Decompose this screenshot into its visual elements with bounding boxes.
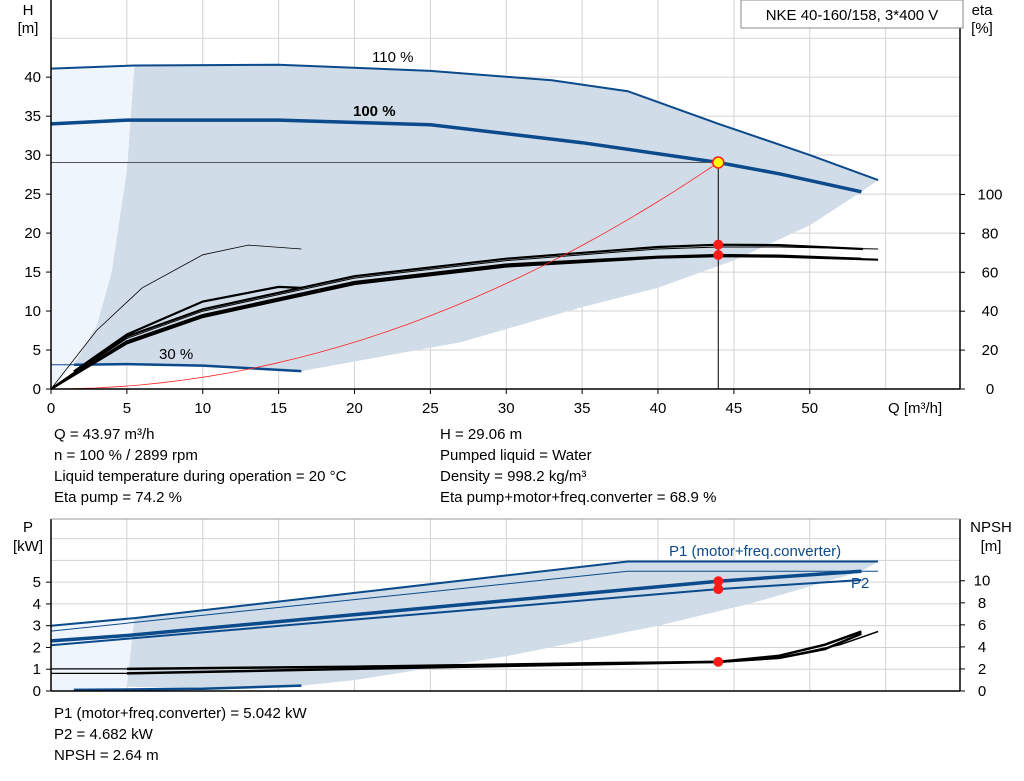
operating-region [126, 561, 879, 689]
head-chart-curves [50, 63, 879, 390]
h-tick-label: 35 [24, 108, 41, 125]
info-p2: P2 = 4.682 kW [54, 726, 153, 743]
h-tick-label: 15 [24, 264, 41, 281]
p-tick-label: 4 [33, 596, 41, 613]
operating-point [712, 156, 725, 169]
p-tick-label: 0 [33, 683, 41, 700]
head-curve [50, 63, 879, 182]
h-axis-unit: [m] [18, 20, 39, 37]
efficiency-curve [50, 244, 302, 390]
p-tick-label: 5 [33, 574, 41, 591]
efficiency-curve [50, 253, 862, 390]
efficiency-curve [50, 246, 879, 390]
efficiency-curve [73, 285, 302, 373]
h-tick-label: 20 [24, 225, 41, 242]
light-region [51, 65, 135, 389]
light-region [51, 618, 135, 691]
eta-axis-label: eta [972, 2, 994, 19]
q-tick-label: 10 [194, 400, 211, 417]
info-head: H = 29.06 m [440, 426, 523, 443]
npsh-axis-label: NPSH [970, 519, 1012, 536]
q-tick-label: 45 [726, 400, 743, 417]
eta-tick-label: 100 [977, 187, 1002, 204]
head-chart-axes: 0 5 10 15 20 25 30 35 40 45 50 0 5 10 15 20 25 30 35 40 0 20 4… [24, 0, 1003, 417]
q-tick-label: 20 [346, 400, 363, 417]
npsh-tick-label: 10 [974, 573, 991, 590]
npsh-tick-label: 8 [978, 595, 986, 612]
eta-tick-label: 0 [986, 381, 994, 398]
efficiency-point [713, 249, 724, 260]
info-eta-total: Eta pump+motor+freq.converter = 68.9 % [440, 489, 717, 506]
power-curve [50, 560, 879, 627]
eta-axis-unit: [%] [971, 20, 993, 37]
curve-label-p2: P2 [851, 575, 869, 592]
info-top-right: H = 29.06 m Pumped liquid = Water Densit… [440, 424, 716, 508]
h-tick-label: 10 [24, 303, 41, 320]
h-tick-label: 30 [24, 147, 41, 164]
info-eta-pump: Eta pump = 74.2 % [54, 489, 182, 506]
info-density: Density = 998.2 kg/m³ [440, 468, 587, 485]
eta-tick-label: 60 [982, 264, 999, 281]
power-curve [50, 579, 862, 647]
q-tick-label: 35 [574, 400, 591, 417]
eta-tick-label: 40 [982, 303, 999, 320]
npsh-tick-label: 6 [978, 617, 986, 634]
npsh-curve [718, 630, 879, 664]
q-tick-label: 15 [270, 400, 287, 417]
p-axis-unit: [kW] [13, 538, 43, 555]
head-chart-regions [51, 64, 879, 389]
h-tick-label: 0 [33, 381, 41, 398]
q-tick-label: 0 [47, 400, 55, 417]
npsh-axis-unit: [m] [981, 538, 1002, 555]
power-curve [50, 570, 879, 632]
p-axis-label: P [23, 519, 33, 536]
operating-region [73, 64, 879, 372]
h-axis-label: H [23, 2, 34, 19]
npsh-tick-label: 4 [978, 639, 986, 656]
q-tick-label: 5 [123, 400, 131, 417]
efficiency-curve [50, 243, 863, 390]
info-bottom: P1 (motor+freq.converter) = 5.042 kW P2 … [54, 703, 307, 766]
q-tick-label: 30 [498, 400, 515, 417]
q-tick-label: 40 [650, 400, 667, 417]
p-tick-label: 1 [33, 661, 41, 678]
info-top-left: Q = 43.97 m³/h n = 100 % / 2899 rpm Liqu… [54, 424, 346, 508]
info-temperature: Liquid temperature during operation = 20… [54, 468, 347, 485]
power-curve [50, 569, 862, 643]
info-speed: n = 100 % / 2899 rpm [54, 447, 198, 464]
info-flow: Q = 43.97 m³/h [54, 426, 155, 443]
npsh-tick-label: 0 [978, 683, 986, 700]
q-axis-label: Q [m³/h] [888, 400, 942, 417]
q-tick-label: 25 [422, 400, 439, 417]
npsh-tick-label: 2 [978, 661, 986, 678]
head-curve [50, 118, 862, 194]
curve-label-30: 30 % [159, 346, 193, 363]
h-tick-label: 40 [24, 69, 41, 86]
info-liquid: Pumped liquid = Water [440, 447, 592, 464]
eta-tick-label: 20 [982, 342, 999, 359]
efficiency-curve [50, 255, 879, 390]
info-npsh: NPSH = 2.64 m [54, 747, 159, 764]
curve-label-p1: P1 (motor+freq.converter) [669, 543, 841, 560]
p-tick-label: 3 [33, 618, 41, 635]
efficiency-point [713, 239, 724, 250]
power-chart-axes: 0 1 2 3 4 5 0 2 4 6 8 10 [33, 518, 991, 700]
system-curve [50, 162, 719, 390]
p-tick-label: 2 [33, 639, 41, 656]
curve-label-100: 100 % [353, 103, 396, 120]
eta-tick-label: 80 [982, 225, 999, 242]
h-tick-label: 5 [33, 342, 41, 359]
p1-point [713, 576, 724, 587]
npsh-point [713, 656, 724, 667]
p2-point [713, 584, 724, 595]
chart-title: NKE 40-160/158, 3*400 V [766, 7, 939, 24]
power-chart-curves [50, 560, 879, 692]
title-box [740, 0, 964, 29]
q-tick-label: 50 [801, 400, 818, 417]
h-tick-label: 25 [24, 186, 41, 203]
power-curve [73, 684, 302, 692]
curve-label-110: 110 % [372, 49, 413, 66]
info-p1: P1 (motor+freq.converter) = 5.042 kW [54, 705, 307, 722]
